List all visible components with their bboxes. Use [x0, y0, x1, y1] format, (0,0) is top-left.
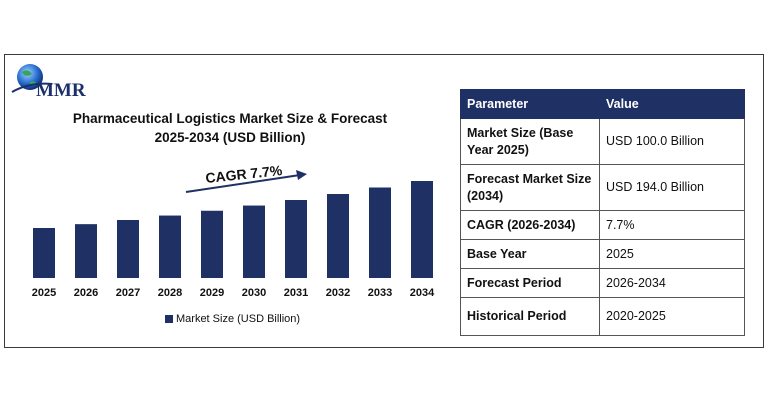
table-row: Forecast Period 2026-2034 [460, 268, 745, 298]
legend-label: Market Size (USD Billion) [176, 313, 301, 325]
table-row: Market Size (Base Year 2025) USD 100.0 B… [460, 118, 745, 165]
bar-2026 [75, 224, 97, 278]
cagr-arrowhead [296, 170, 307, 180]
bar-2028 [159, 215, 181, 278]
x-tick-label: 2027 [116, 287, 140, 299]
table-cell-value: 2025 [599, 239, 745, 269]
table-cell-value: USD 194.0 Billion [599, 164, 745, 211]
x-tick-label: 2030 [242, 287, 266, 299]
bar-2032 [327, 194, 349, 278]
table-cell-parameter: Historical Period [460, 297, 600, 336]
cagr-arrow [185, 174, 301, 193]
chart-title: Pharmaceutical Logistics Market Size & F… [40, 109, 420, 147]
bar-2034 [411, 181, 433, 278]
table-cell-parameter: Forecast Market Size (2034) [460, 164, 600, 211]
table-header-row: Parameter Value [460, 89, 745, 119]
x-tick-label: 2028 [158, 287, 182, 299]
table-cell-parameter: CAGR (2026-2034) [460, 210, 600, 240]
table-cell-value: USD 100.0 Billion [599, 118, 745, 165]
table-row: Forecast Market Size (2034) USD 194.0 Bi… [460, 164, 745, 211]
table-cell-parameter: Market Size (Base Year 2025) [460, 118, 600, 165]
bar-chart: CAGR 7.7%2025 2026 2027 2028 2029 2030 2031 203… [32, 162, 435, 299]
x-tick-label: 2026 [74, 287, 98, 299]
x-tick-label: 2034 [410, 287, 435, 299]
chart-title-line2: 2025-2034 (USD Billion) [154, 130, 306, 145]
parameter-table: Parameter Value Market Size (Base Year 2… [460, 89, 745, 336]
chart-title-line1: Pharmaceutical Logistics Market Size & F… [72, 111, 388, 126]
table-cell-parameter: Base Year [460, 239, 600, 269]
x-tick-label: 2025 [32, 287, 56, 299]
x-tick-label: 2029 [200, 287, 224, 299]
bar-2027 [117, 220, 139, 278]
chart-legend: Market Size (USD Billion) [165, 313, 300, 325]
bar-2030 [243, 205, 265, 278]
x-tick-label: 2032 [326, 287, 350, 299]
logo-text: MMR [36, 80, 86, 101]
table-cell-value: 7.7% [599, 210, 745, 240]
bar-2025 [33, 228, 55, 278]
table-row: Historical Period 2020-2025 [460, 297, 745, 336]
bar-2029 [201, 210, 223, 278]
table-row: Base Year 2025 [460, 239, 745, 269]
table-cell-parameter: Forecast Period [460, 268, 600, 298]
table-cell-value: 2020-2025 [599, 297, 745, 336]
table-header-parameter: Parameter [460, 89, 600, 119]
bar-2031 [285, 200, 307, 278]
table-row: CAGR (2026-2034) 7.7% [460, 210, 745, 240]
table-header-value: Value [599, 89, 745, 119]
globe-logo-icon [11, 64, 53, 93]
table-cell-value: 2026-2034 [599, 268, 745, 298]
legend-swatch [165, 315, 173, 323]
bar-2033 [369, 187, 391, 278]
x-tick-label: 2033 [368, 287, 392, 299]
x-tick-label: 2031 [284, 287, 308, 299]
